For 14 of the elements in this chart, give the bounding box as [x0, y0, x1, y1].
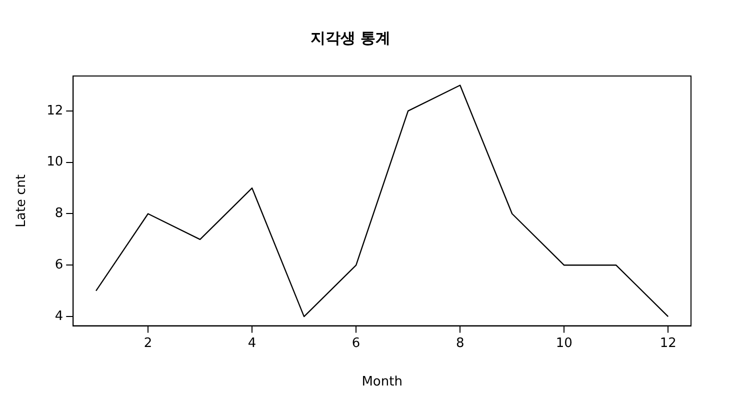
x-tick-label: 6	[352, 336, 360, 351]
x-tick-label: 4	[248, 336, 256, 351]
chart-title: 지각생 통계	[310, 28, 391, 47]
x-tick-label: 2	[144, 336, 152, 351]
y-tick-label: 4	[54, 308, 64, 324]
y-tick-label: 10	[46, 154, 64, 170]
x-tick-label: 10	[556, 336, 572, 351]
y-tick-label: 8	[54, 206, 64, 222]
y-axis-title: Late cnt	[14, 174, 30, 228]
x-axis-title: Month	[362, 374, 402, 390]
x-tick-label: 8	[456, 336, 464, 351]
y-tick-label: 12	[46, 103, 64, 118]
x-tick-label: 12	[660, 336, 676, 351]
y-tick-label: 6	[54, 258, 64, 273]
